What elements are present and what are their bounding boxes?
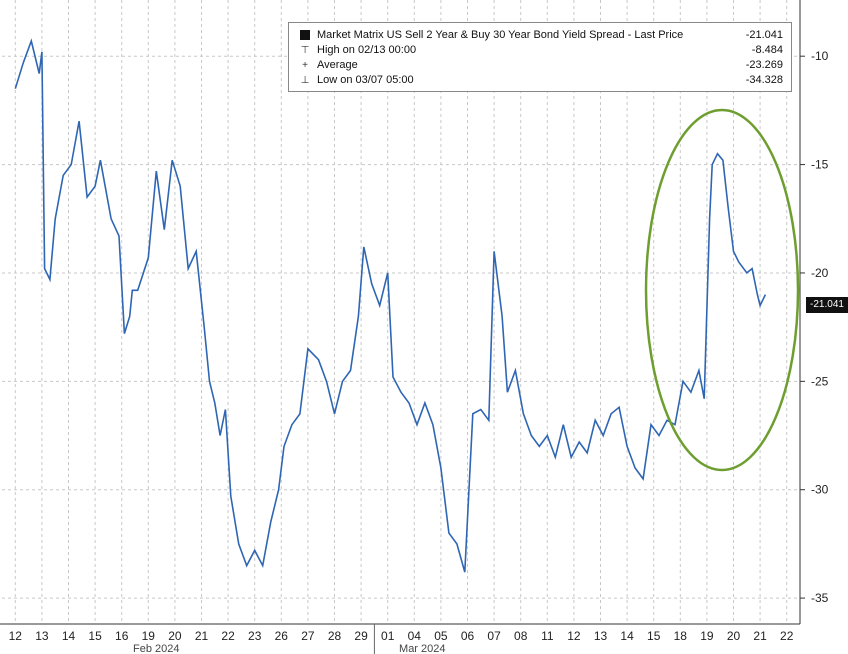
x-tick-label: 26 [275, 629, 289, 643]
month-label: Feb 2024 [133, 643, 179, 654]
x-tick-label: 06 [461, 629, 475, 643]
x-tick-label: 07 [487, 629, 501, 643]
series-line-spread [14, 38, 767, 573]
x-tick-label: 11 [541, 629, 554, 643]
x-tick-label: 28 [328, 629, 342, 643]
x-tick-label: 22 [221, 629, 235, 643]
x-tick-label: 18 [674, 629, 688, 643]
x-tick-label: 12 [567, 629, 581, 643]
low-marker-icon: ⊥ [300, 75, 310, 86]
x-tick-label: 21 [195, 629, 209, 643]
legend-row-high: ⊤ High on 02/13 00:00 -8.484 [297, 44, 783, 58]
legend-row-last-price: Market Matrix US Sell 2 Year & Buy 30 Ye… [297, 29, 783, 43]
x-tick-label: 19 [142, 629, 156, 643]
x-tick-label: 12 [9, 629, 23, 643]
legend-title: Market Matrix US Sell 2 Year & Buy 30 Ye… [317, 29, 684, 41]
legend-row-low: ⊥ Low on 03/07 05:00 -34.328 [297, 74, 783, 88]
x-tick-label: 22 [780, 629, 794, 643]
y-tick-label: -20 [811, 266, 829, 280]
y-tick-label: -30 [811, 483, 829, 497]
x-tick-label: 01 [381, 629, 395, 643]
x-tick-label: 04 [408, 629, 422, 643]
x-tick-label: 19 [700, 629, 714, 643]
x-tick-label: 13 [594, 629, 608, 643]
legend-last-value: -21.041 [745, 29, 783, 41]
x-tick-label: 05 [434, 629, 448, 643]
chart-grid [2, 0, 800, 624]
highlight-ellipse [644, 108, 800, 472]
x-tick-label: 13 [35, 629, 49, 643]
x-tick-label: 14 [62, 629, 76, 643]
y-tick-label: -35 [811, 591, 829, 605]
x-tick-label: 27 [301, 629, 315, 643]
x-tick-label: 08 [514, 629, 528, 643]
x-tick-label: 15 [647, 629, 661, 643]
legend: Market Matrix US Sell 2 Year & Buy 30 Ye… [288, 22, 792, 92]
last-price-badge: -21.041 [806, 297, 848, 313]
x-tick-label: 23 [248, 629, 262, 643]
y-tick-label: -15 [811, 158, 829, 172]
legend-high-value: -8.484 [751, 44, 783, 56]
y-tick-label: -10 [811, 49, 829, 63]
x-tick-label: 21 [753, 629, 767, 643]
high-marker-icon: ⊤ [300, 45, 310, 56]
legend-low-label: Low on 03/07 05:00 [317, 74, 414, 86]
x-tick-label: 14 [620, 629, 634, 643]
y-axis: -10 -15 -20 -25 -30 -35 [799, 0, 829, 624]
square-icon [299, 30, 311, 42]
x-tick-label: 15 [88, 629, 102, 643]
legend-row-average: + Average -23.269 [297, 59, 783, 73]
x-axis: 12 13 14 15 16 19 20 21 22 23 26 27 28 29 01 04 05 06 07 08… [0, 623, 800, 654]
x-tick-label: 29 [354, 629, 368, 643]
legend-average-label: Average [317, 59, 358, 71]
x-tick-label: 16 [115, 629, 129, 643]
y-tick-label: -25 [811, 374, 829, 388]
legend-high-label: High on 02/13 00:00 [317, 44, 417, 56]
x-tick-label: 20 [727, 629, 741, 643]
average-marker-icon: + [302, 60, 308, 71]
month-label: Mar 2024 [399, 643, 445, 654]
legend-average-value: -23.269 [745, 59, 783, 71]
x-tick-label: 20 [168, 629, 182, 643]
legend-low-value: -34.328 [745, 74, 783, 86]
